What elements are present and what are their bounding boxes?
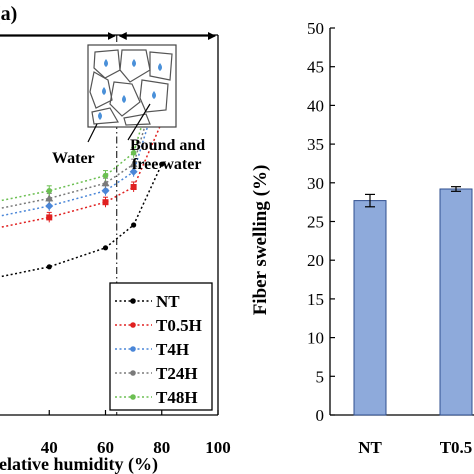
data-point-T4H: [45, 202, 54, 210]
humidity-annotations: Water Bound and free water: [52, 137, 205, 173]
data-point-T48H: [46, 188, 53, 194]
series-line-T0.5H: [0, 122, 163, 229]
bar-T0.5H: [439, 188, 473, 416]
bar-y-tick-label: 35: [307, 135, 324, 154]
series-line-NT: [0, 163, 163, 278]
legend-marker-T4H: [130, 346, 136, 352]
cell-wall: [89, 71, 113, 109]
bar-y-tick-label: 0: [316, 406, 325, 425]
bar-category-label: T0.5: [440, 438, 473, 457]
water-droplet: [158, 63, 162, 71]
data-point-T48H: [102, 172, 109, 179]
x-tick-label: 80: [153, 438, 170, 457]
water-droplet: [152, 91, 156, 99]
legend-box: [109, 282, 213, 411]
legend-label-T24H: T24H: [156, 364, 198, 383]
legend-label-T48H: T48H: [156, 388, 198, 407]
data-point-NT: [131, 222, 137, 228]
bar-y-tick-label: 45: [307, 58, 324, 77]
legend-marker-T24H: [130, 370, 136, 376]
legend-marker-NT: [130, 298, 136, 304]
bar-y-tick-label: 50: [307, 19, 324, 38]
data-point-T0.5H: [102, 199, 109, 206]
data-point-T24H: [45, 194, 54, 202]
x-axis-label: Relative humidity (%): [0, 454, 158, 474]
bar-y-axis-label: Fiber swelling (%): [250, 165, 271, 316]
legend-label-T0.5H: T0.5H: [156, 316, 202, 335]
line-chart-legend: NT T0.5H T4H T24H T48H: [109, 282, 213, 411]
cell-wall: [139, 79, 169, 113]
data-point-NT: [159, 161, 165, 167]
legend-marker-T48H: [130, 394, 136, 400]
panel-label: (a): [0, 3, 17, 25]
bar-chart-bars: NT T0.5: [353, 186, 473, 457]
x-tick-label: 60: [97, 438, 114, 457]
data-point-NT: [102, 245, 109, 251]
water-droplet: [104, 59, 108, 67]
data-point-T0.5H: [46, 214, 53, 221]
legend-label-T4H: T4H: [156, 340, 189, 359]
bar-chart-panel: 0 5 10 15 20 25 30 35 40 45 50 NT T0.5 Fiber swelli…: [250, 19, 474, 457]
bound-water-pointer: [127, 103, 151, 141]
annotation-bound-line2: free water: [132, 156, 201, 173]
bar-category-label: NT: [358, 438, 382, 457]
water-cell-diagram: [87, 44, 177, 143]
water-droplet: [132, 59, 136, 67]
data-point-T4H: [101, 186, 110, 195]
inset-frame: [87, 44, 177, 128]
bar-NT: [353, 200, 387, 416]
legend-label-NT: NT: [156, 292, 180, 311]
bar-y-tick-label: 20: [307, 251, 324, 270]
annotation-water: Water: [52, 150, 95, 167]
water-droplet: [122, 95, 126, 103]
water-pointer: [87, 123, 98, 143]
cell-wall: [93, 49, 121, 79]
data-point-NT: [46, 264, 52, 270]
cell-wall: [123, 113, 151, 126]
bar-y-tick-label: 5: [316, 367, 325, 386]
bar-y-tick-label: 15: [307, 290, 324, 309]
cell-wall: [91, 107, 119, 125]
x-tick-label: 40: [41, 438, 58, 457]
legend-marker-T0.5H: [130, 322, 136, 328]
line-chart-panel: (a) 40 60 80 100 Water Bound and free water…: [0, 3, 231, 474]
water-droplet: [98, 112, 102, 120]
cell-wall: [109, 81, 141, 117]
bar-y-tick-label: 25: [307, 213, 324, 232]
bar-y-tick-label: 10: [307, 329, 324, 348]
data-point-T4H: [129, 167, 138, 176]
bar-y-tick-label: 40: [307, 96, 324, 115]
series-line-T4H: [0, 80, 163, 217]
data-point-T48H: [130, 150, 137, 156]
cell-wall: [119, 49, 151, 83]
water-droplet: [102, 87, 106, 95]
data-point-T0.5H: [130, 184, 137, 190]
x-tick-label: 100: [205, 438, 231, 457]
cell-wall: [149, 51, 173, 81]
bar-y-tick-label: 30: [307, 174, 324, 193]
annotation-bound-line1: Bound and: [130, 137, 205, 154]
data-point-T24H: [101, 179, 110, 187]
data-point-T24H: [129, 160, 138, 168]
